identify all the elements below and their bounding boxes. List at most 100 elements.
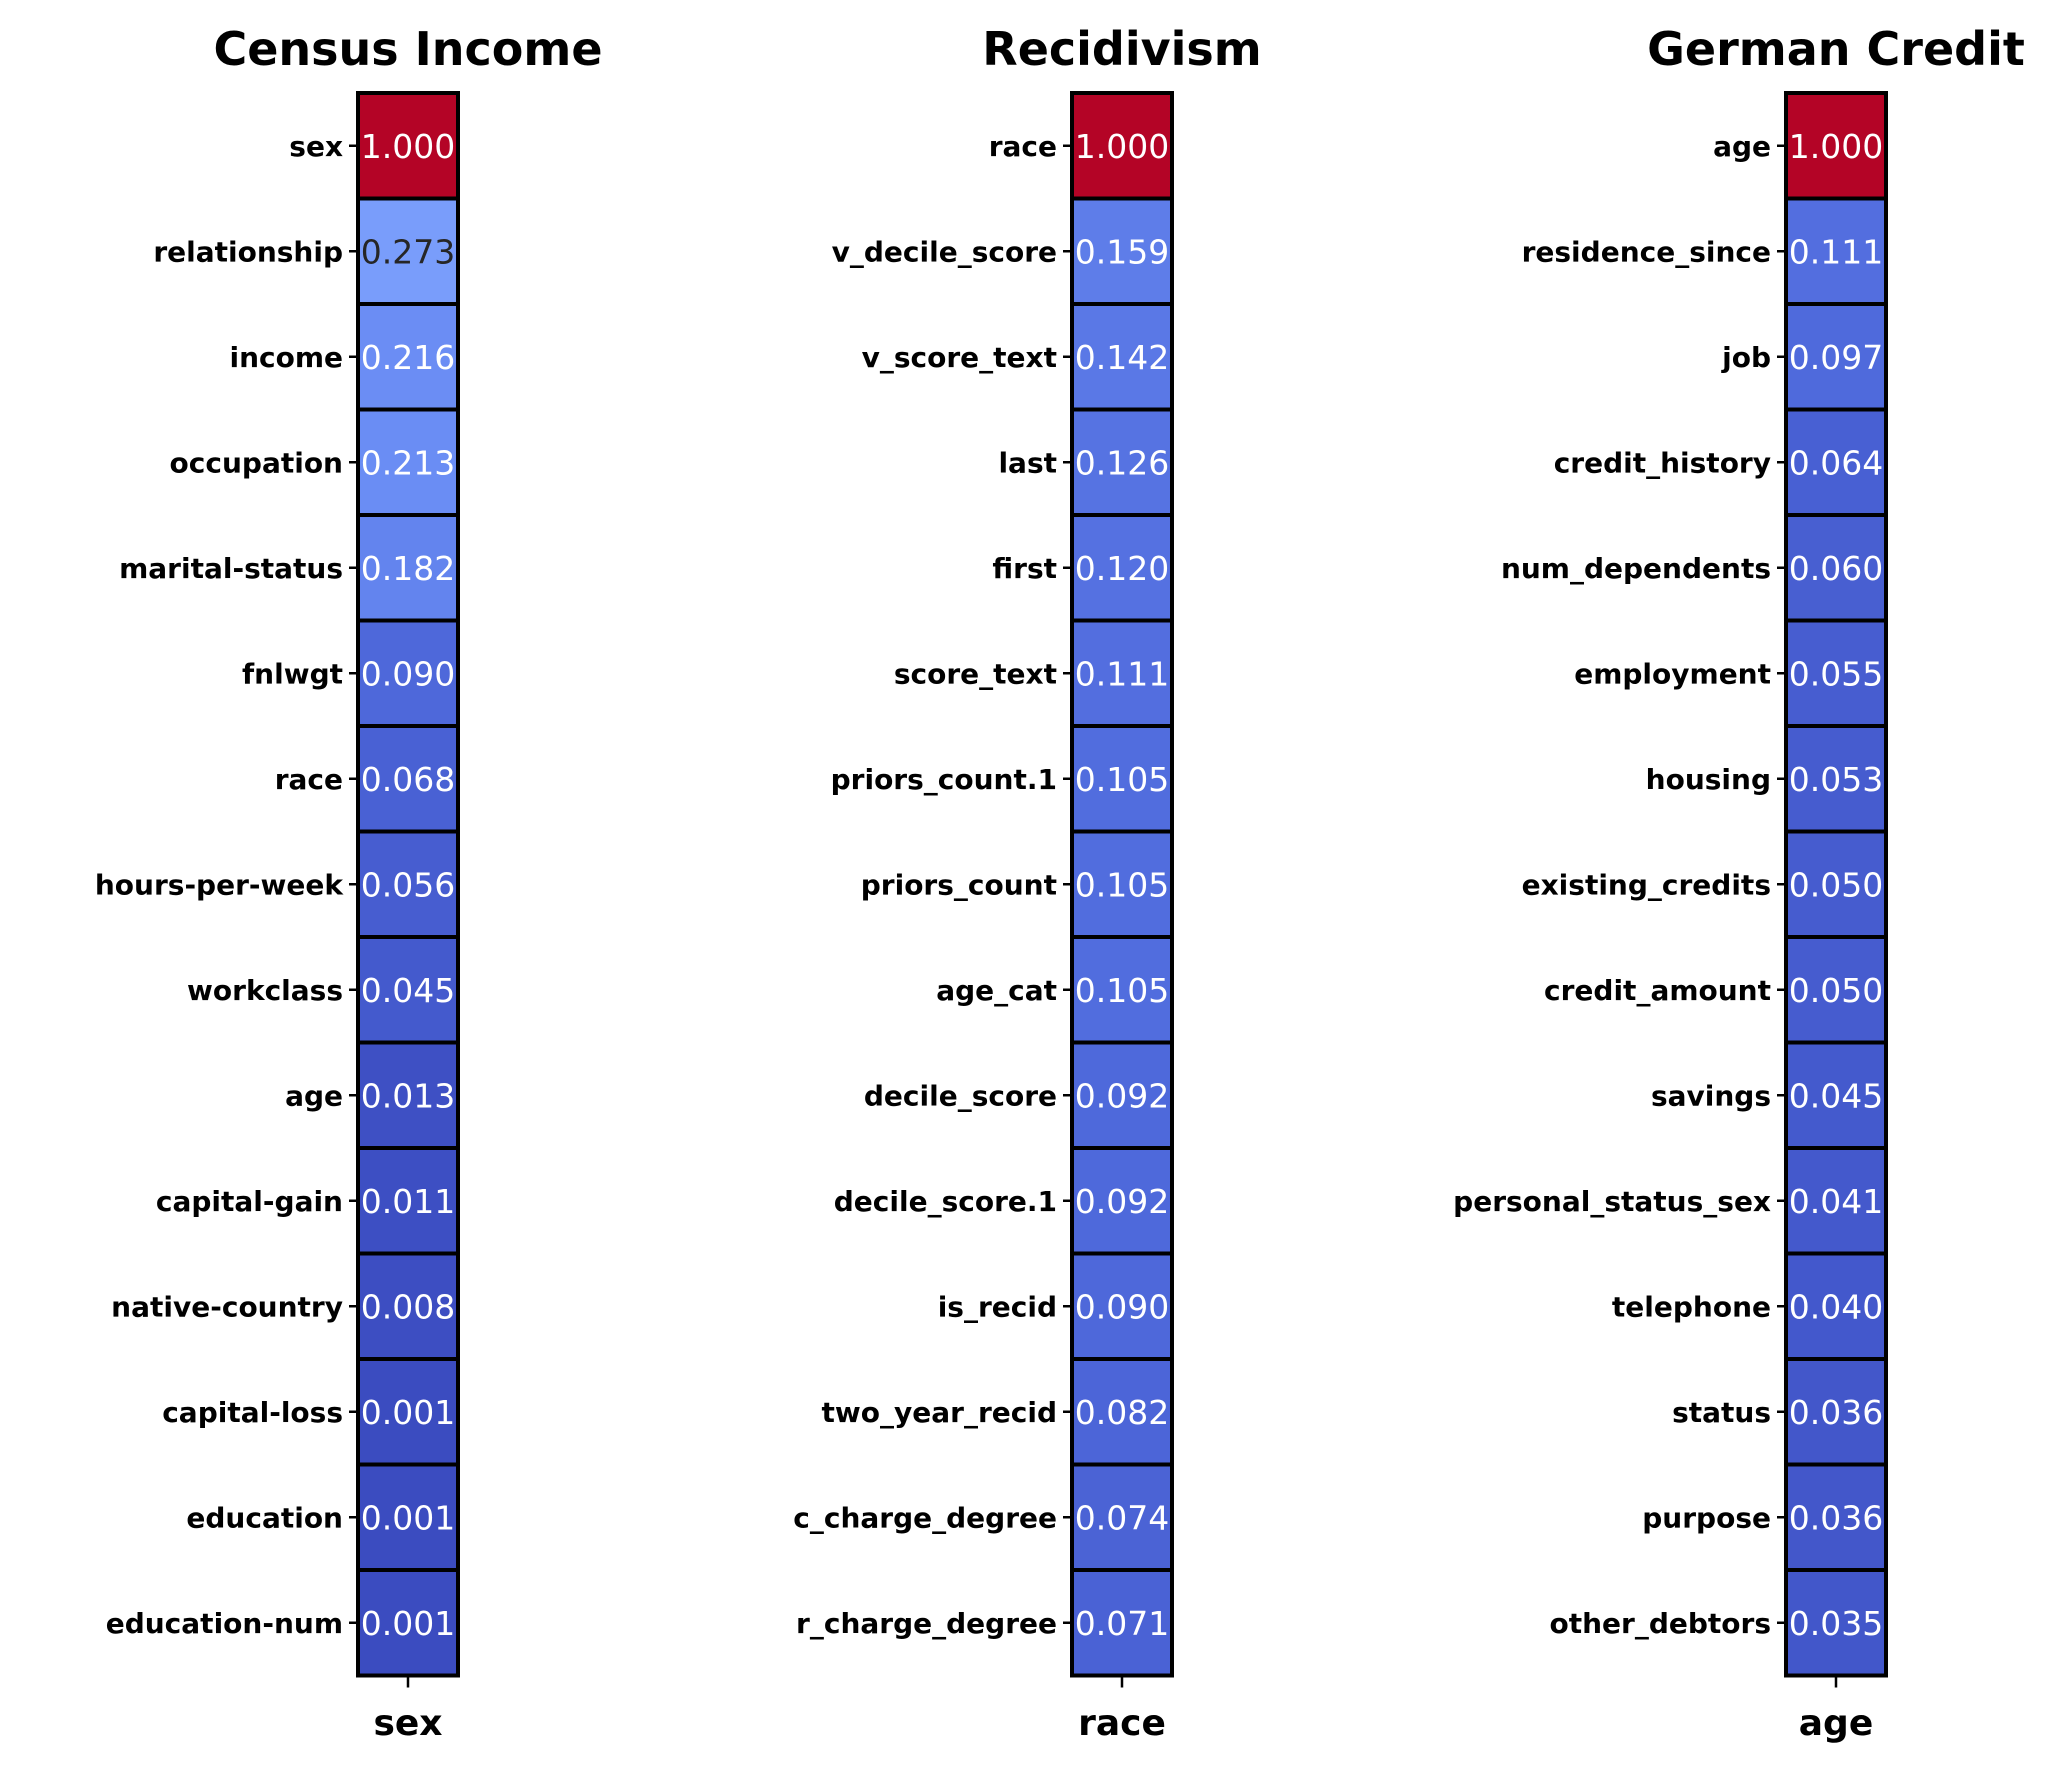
heatmap-cell [1784,1251,1888,1361]
cell-value-label: 0.111 [1075,654,1169,693]
cell-value-label: 0.041 [1789,1182,1883,1221]
cell-value-label: 0.071 [1075,1604,1169,1643]
heatmap-cell [1070,1462,1174,1572]
cell-value-label: 0.090 [361,654,455,693]
y-tick-label: sex [289,130,343,163]
cell-value-label: 0.216 [361,338,455,377]
y-tick-label: capital-gain [156,1185,343,1218]
cell-value-label: 0.126 [1075,443,1169,482]
y-tick-label: purpose [1642,1501,1771,1534]
y-tick-label: job [1721,341,1771,374]
cell-value-label: 0.105 [1075,971,1169,1010]
y-tick-label: priors_count.1 [831,763,1057,796]
cell-value-label: 0.001 [361,1498,455,1537]
cell-value-label: 0.056 [361,865,455,904]
y-tick-label: decile_score.1 [834,1185,1057,1218]
cell-value-label: 0.036 [1789,1393,1883,1432]
y-tick-label: v_score_text [862,341,1057,374]
heatmap-cell [1784,1357,1888,1467]
y-tick-label: v_decile_score [832,235,1057,268]
cell-value-label: 0.105 [1075,865,1169,904]
heatmap-cell [1784,1568,1888,1678]
panel-title: Recidivism [982,22,1261,76]
cell-value-label: 0.142 [1075,338,1169,377]
cell-value-label: 1.000 [1075,127,1169,166]
x-axis-label: sex [373,1703,442,1744]
cell-value-label: 0.045 [1789,1076,1883,1115]
cell-value-label: 0.159 [1075,232,1169,271]
y-tick-label: existing_credits [1522,868,1771,901]
y-tick-label: education-num [106,1607,343,1640]
y-tick-label: credit_amount [1544,974,1771,1007]
y-tick-label: r_charge_degree [796,1607,1057,1640]
y-tick-label: race [275,763,343,796]
cell-value-label: 0.035 [1789,1604,1883,1643]
cell-value-label: 0.001 [361,1604,455,1643]
cell-value-label: 0.182 [361,549,455,588]
heatmap-cell [1070,91,1174,201]
y-tick-label: status [1672,1396,1771,1429]
y-tick-label: is_recid [938,1290,1057,1323]
cell-value-label: 0.213 [361,443,455,482]
y-tick-label: last [998,446,1057,479]
cell-value-label: 0.050 [1789,971,1883,1010]
cell-value-label: 0.090 [1075,1287,1169,1326]
heatmap-cell [1784,1462,1888,1572]
y-tick-label: fnlwgt [242,657,343,690]
cell-value-label: 0.050 [1789,865,1883,904]
cell-value-label: 0.074 [1075,1498,1169,1537]
cell-value-label: 0.013 [361,1076,455,1115]
y-tick-label: priors_count [861,868,1057,901]
y-tick-label: credit_history [1554,446,1771,479]
cell-value-label: 0.055 [1789,654,1883,693]
heatmap-cell [1784,1146,1888,1256]
y-tick-label: savings [1651,1079,1771,1112]
heatmap-cell [1070,1568,1174,1678]
heatmap-cell [1070,407,1174,517]
heatmap-cell [1070,513,1174,623]
y-tick-label: c_charge_degree [793,1501,1057,1534]
y-tick-label: race [989,130,1057,163]
cell-value-label: 1.000 [1789,127,1883,166]
y-tick-label: decile_score [864,1079,1057,1112]
cell-value-label: 0.060 [1789,549,1883,588]
cell-value-label: 0.092 [1075,1182,1169,1221]
y-tick-label: employment [1574,657,1771,690]
panel-recidivism: Recidivism race race 1.000 v_decile_score 0… [793,22,1261,1744]
y-tick-label: personal_status_sex [1453,1185,1771,1218]
y-tick-label: hours-per-week [95,868,345,901]
y-tick-label: other_debtors [1549,1607,1771,1640]
heatmap-cell [356,1251,460,1361]
y-tick-label: native-country [111,1290,343,1323]
panel-title: German Credit [1647,22,2025,76]
cell-value-label: 0.068 [361,760,455,799]
y-tick-label: two_year_recid [822,1396,1057,1429]
cell-value-label: 0.097 [1789,338,1883,377]
x-axis-label: age [1799,1703,1873,1744]
y-tick-label: age_cat [936,974,1057,1007]
y-tick-label: capital-loss [162,1396,343,1429]
cell-value-label: 0.008 [361,1287,455,1326]
heatmap-cell [1784,724,1888,834]
cell-value-label: 0.082 [1075,1393,1169,1432]
y-tick-label: num_dependents [1501,552,1771,585]
y-tick-label: occupation [170,446,343,479]
panel-german-credit: German Credit age age 1.000 residence_sinc… [1453,22,2025,1744]
heatmap-cell [1784,935,1888,1045]
y-tick-label: age [1713,130,1771,163]
cell-value-label: 0.273 [361,232,455,271]
y-tick-label: housing [1646,763,1771,796]
cell-value-label: 0.105 [1075,760,1169,799]
cell-value-label: 0.053 [1789,760,1883,799]
cell-value-label: 0.111 [1789,232,1883,271]
y-tick-label: age [285,1079,343,1112]
panel-census-income: Census Income sex sex 1.000 relationship 0.… [95,22,603,1744]
cell-value-label: 0.092 [1075,1076,1169,1115]
y-tick-label: telephone [1612,1290,1771,1323]
y-tick-label: marital-status [119,552,343,585]
panel-title: Census Income [213,22,602,76]
y-tick-label: workclass [187,974,343,1007]
cell-value-label: 0.045 [361,971,455,1010]
heatmap-cell [356,724,460,834]
